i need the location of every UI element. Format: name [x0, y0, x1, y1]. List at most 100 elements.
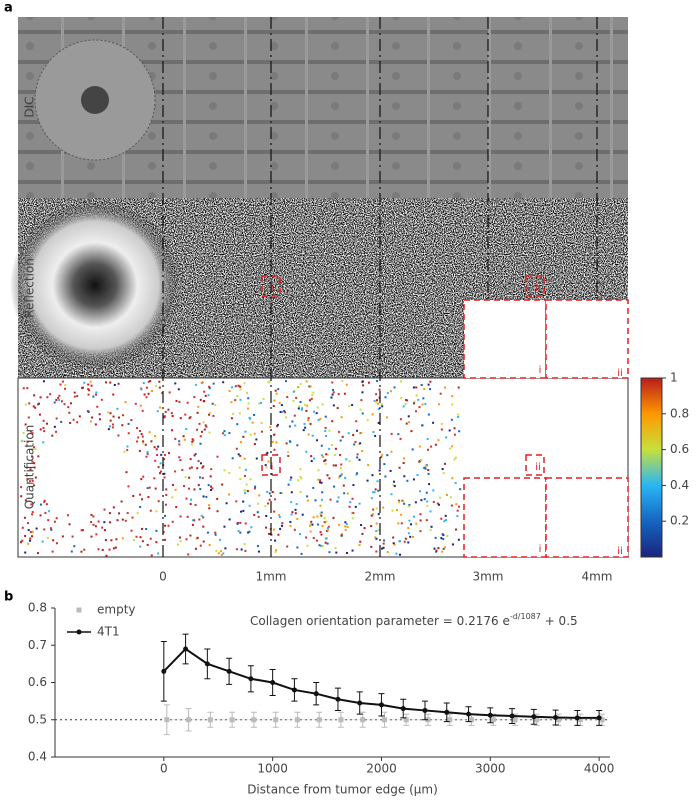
orientation-dot [83, 381, 86, 384]
orientation-dot [185, 428, 188, 431]
orientation-dot [408, 519, 411, 522]
orientation-dot [303, 422, 306, 425]
orientation-dot [319, 530, 322, 533]
orientation-dot [311, 394, 314, 397]
orientation-dot [243, 382, 246, 385]
orientation-dot [147, 496, 150, 499]
orientation-dot [154, 384, 157, 387]
orientation-dot [297, 386, 300, 389]
data-point [183, 646, 189, 652]
roi-box [261, 454, 281, 476]
orientation-dot [31, 511, 34, 514]
orientation-dot [321, 498, 324, 501]
orientation-dot [194, 503, 197, 506]
orientation-dot [179, 515, 182, 518]
inset-label: i [539, 365, 542, 376]
orientation-dot [170, 412, 173, 415]
orientation-dot [41, 540, 44, 543]
orientation-dot [53, 401, 56, 404]
orientation-dot [280, 404, 283, 407]
orientation-dot [156, 454, 159, 457]
orientation-dot [161, 392, 164, 395]
orientation-dot [31, 530, 34, 533]
orientation-dot [189, 534, 192, 537]
orientation-dot [378, 388, 381, 391]
orientation-dot [197, 484, 200, 487]
orientation-dot [27, 522, 30, 525]
orientation-dot [274, 389, 277, 392]
inset-label: i [271, 283, 274, 294]
orientation-dot [449, 496, 452, 499]
quantification-dots [20, 380, 462, 557]
orientation-dot [340, 473, 343, 476]
orientation-dot [254, 485, 257, 488]
orientation-dot [107, 411, 110, 414]
orientation-dot [305, 450, 308, 453]
orientation-dot [361, 391, 364, 394]
orientation-dot [42, 419, 45, 422]
orientation-dot [124, 401, 127, 404]
orientation-dot [366, 479, 369, 482]
orientation-dot [403, 502, 406, 505]
orientation-dot [349, 501, 352, 504]
orientation-dot [332, 464, 335, 467]
orientation-dot [101, 526, 104, 529]
orientation-dot [412, 478, 415, 481]
orientation-dot [273, 432, 276, 435]
orientation-dot [64, 384, 67, 387]
orientation-dot [219, 550, 222, 553]
orientation-dot [386, 454, 389, 457]
orientation-dot [336, 500, 339, 503]
orientation-dot [352, 511, 355, 514]
orientation-dot [287, 450, 290, 453]
orientation-dot [407, 505, 410, 508]
orientation-dot [51, 550, 54, 553]
orientation-dot [155, 541, 158, 544]
orientation-dot [290, 513, 293, 516]
orientation-dot [70, 550, 73, 553]
orientation-dot [334, 547, 337, 550]
orientation-dot [149, 380, 152, 383]
orientation-dot [292, 399, 295, 402]
orientation-dot [436, 502, 439, 505]
orientation-dot [407, 526, 410, 529]
inset-box [545, 477, 629, 558]
orientation-dot [440, 517, 443, 520]
data-point [556, 717, 562, 723]
orientation-dot [355, 473, 358, 476]
orientation-dot [124, 519, 127, 522]
orientation-dot [333, 485, 336, 488]
orientation-dot [177, 388, 180, 391]
orientation-dot [457, 413, 460, 416]
orientation-dot [426, 500, 429, 503]
orientation-dot [332, 388, 335, 391]
orientation-dot [346, 526, 349, 529]
orientation-dot [390, 493, 393, 496]
orientation-dot [203, 400, 206, 403]
orientation-dot [423, 387, 426, 390]
orientation-dot [296, 546, 299, 549]
orientation-dot [422, 397, 425, 400]
orientation-dot [345, 383, 348, 386]
orientation-dot [194, 547, 197, 550]
orientation-dot [325, 520, 328, 523]
orientation-dot [453, 458, 456, 461]
orientation-dot [178, 536, 181, 539]
orientation-dot [305, 409, 308, 412]
orientation-dot [444, 514, 447, 517]
orientation-dot [451, 477, 454, 480]
orientation-dot [90, 420, 93, 423]
orientation-dot [332, 404, 335, 407]
orientation-dot [36, 403, 39, 406]
orientation-dot [158, 472, 161, 475]
orientation-dot [72, 418, 75, 421]
orientation-dot [164, 514, 167, 517]
data-point [400, 706, 406, 712]
orientation-dot [375, 399, 378, 402]
orientation-dot [319, 417, 322, 420]
orientation-dot [398, 501, 401, 504]
orientation-dot [162, 531, 165, 534]
orientation-dot [329, 498, 332, 501]
orientation-dot [235, 500, 238, 503]
orientation-dot [309, 522, 312, 525]
